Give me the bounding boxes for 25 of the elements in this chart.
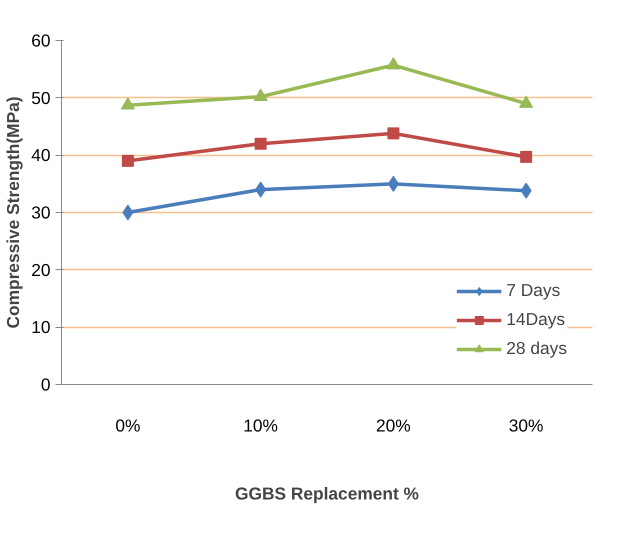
legend-label: 7 Days	[506, 280, 560, 301]
y-tick-label: 10	[31, 317, 51, 338]
y-tick-label: 20	[31, 260, 51, 280]
point	[122, 204, 134, 220]
legend-label: 14Days	[506, 309, 566, 330]
y-tick-label: 50	[31, 88, 51, 108]
point	[254, 138, 267, 150]
legend-label: 28 days	[506, 338, 567, 359]
y-tick-label: 40	[31, 145, 51, 166]
point	[120, 97, 135, 110]
x-tick-label: 0%	[115, 416, 140, 436]
point	[122, 154, 134, 167]
point	[387, 127, 400, 140]
point	[386, 57, 400, 70]
point	[254, 88, 268, 101]
y-tick-label: 0	[40, 374, 51, 394]
point	[520, 150, 532, 163]
x-tick-label: 10%	[243, 416, 278, 436]
x-axis-title: GGBS Replacement %	[235, 484, 419, 504]
y-tick-label: 60	[31, 30, 51, 50]
x-tick-label: 20%	[376, 416, 411, 436]
x-tick-label: 30%	[508, 416, 544, 436]
y-tick-label: 30	[31, 202, 51, 222]
point	[519, 96, 534, 108]
y-axis-title: Compressive Strength(MPa)	[3, 96, 24, 329]
